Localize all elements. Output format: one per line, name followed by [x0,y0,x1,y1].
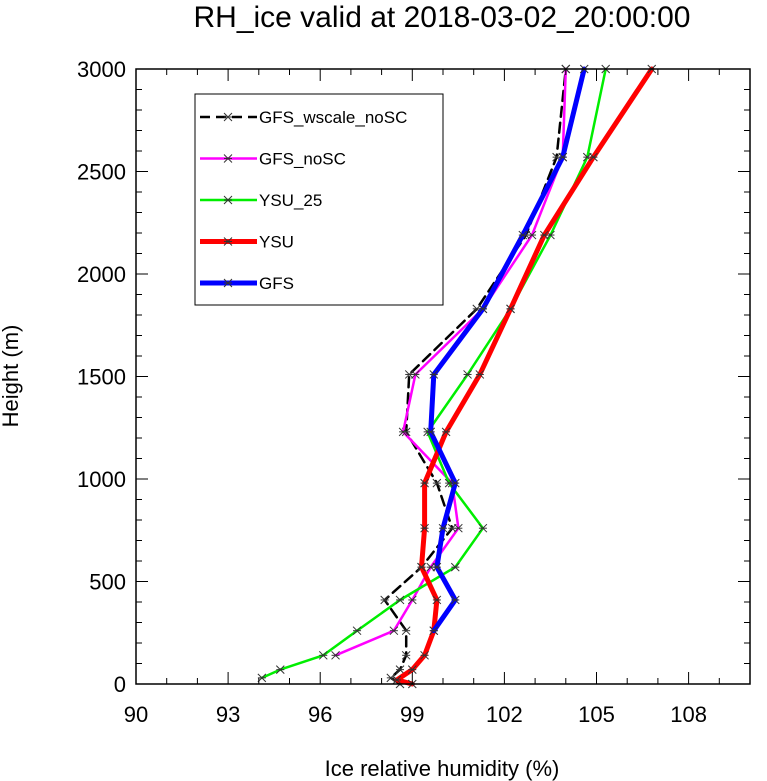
series-marker-gfs-wscale-nosc-3 [401,650,411,660]
series-marker-gfs-wscale-nosc-2 [395,665,405,675]
y-axis-label: Height (m) [0,325,23,428]
series-marker-ysu-7 [420,523,429,533]
y-tick-label-2000: 2000 [77,262,126,287]
series-marker-ysu-12 [539,230,549,240]
x-tick-label-99: 99 [400,702,424,727]
series-line-ysu-25 [260,67,607,680]
x-tick-label-108: 108 [670,702,707,727]
series-marker-ysu-10 [475,370,485,379]
series-layer [257,64,657,689]
series-marker-gfs-nosc-0 [331,650,340,660]
series-marker-gfs-nosc-6 [398,427,408,437]
legend-label-ysu-25: YSU_25 [259,191,322,210]
series-marker-ysu-25-9 [463,370,472,379]
legend-marker-ysu-25 [223,195,233,205]
y-tick-label-1000: 1000 [77,467,126,492]
series-marker-gfs-nosc-1 [389,626,399,636]
series-marker-gfs-nosc-4 [453,523,463,533]
series-marker-ysu-9 [441,427,451,437]
y-tick-label-1500: 1500 [77,365,126,390]
series-marker-gfs-4 [450,478,460,488]
legend-marker-gfs-wscale-nosc [223,112,233,122]
legend-label-ysu: YSU [259,233,294,252]
series-marker-gfs-nosc-2 [407,595,417,605]
series-marker-ysu-25-4 [395,595,405,605]
series-marker-ysu-25-5 [450,562,460,572]
chart-title: RH_ice valid at 2018-03-02_20:00:00 [193,1,690,34]
legend-label-gfs-wscale-nosc: GFS_wscale_noSC [259,108,407,127]
series-marker-gfs-7 [478,304,488,314]
y-tick-label-0: 0 [114,672,126,697]
series-marker-gfs-wscale-nosc-4 [401,626,411,636]
series-marker-ysu-2 [407,665,417,675]
series-marker-ysu-5 [432,595,442,605]
legend-label-gfs: GFS [259,274,294,293]
series-marker-gfs-1 [450,595,460,605]
series-marker-gfs-nosc-9 [527,230,537,240]
series-marker-gfs-9 [558,152,568,162]
series-marker-ysu-6 [417,562,426,572]
x-tick-label-102: 102 [486,702,523,727]
series-marker-ysu-13 [589,152,598,162]
legend-label-gfs-nosc: GFS_noSC [259,150,346,169]
x-tick-label-96: 96 [308,702,332,727]
series-marker-ysu-25-2 [318,650,328,660]
series-marker-gfs-wscale-nosc-1 [386,673,396,683]
x-tick-label-93: 93 [216,702,240,727]
x-tick-label-90: 90 [124,702,148,727]
series-marker-gfs-8 [518,230,528,240]
x-axis-label: Ice relative humidity (%) [325,756,560,781]
series-marker-gfs-6 [429,370,439,379]
series-marker-gfs-wscale-nosc-5 [380,595,390,605]
y-tick-label-2500: 2500 [77,160,126,185]
legend-marker-gfs [223,278,233,288]
legend: GFS_wscale_noSC GFS_noSC YSU_25 YSU GFS [194,93,444,306]
series-marker-ysu-3 [420,650,429,660]
series-marker-gfs-0 [429,626,439,636]
series-marker-ysu-1 [392,675,402,685]
legend-marker-gfs-nosc [223,154,233,163]
series-marker-ysu-8 [420,478,429,488]
series-marker-gfs-wscale-nosc-8 [432,478,442,488]
y-tick-label-500: 500 [89,570,126,595]
series-line-gfs-nosc [334,67,568,657]
series-marker-gfs-5 [426,427,436,437]
x-tick-label-105: 105 [578,702,615,727]
series-marker-ysu-25-3 [352,626,362,636]
legend-marker-ysu [223,237,233,246]
series-marker-gfs-nosc-7 [411,370,420,379]
axes-layer: 90 93 96 99 102 105 108 0 500 1000 1500 2000 2500 300… [77,57,751,727]
series-marker-gfs-3 [438,523,448,533]
series-marker-gfs-2 [432,562,442,572]
y-tick-label-3000: 3000 [77,57,126,82]
series-marker-ysu-25-1 [275,665,285,675]
series-marker-ysu-11 [506,304,515,314]
series-marker-ysu-25-6 [478,523,488,533]
